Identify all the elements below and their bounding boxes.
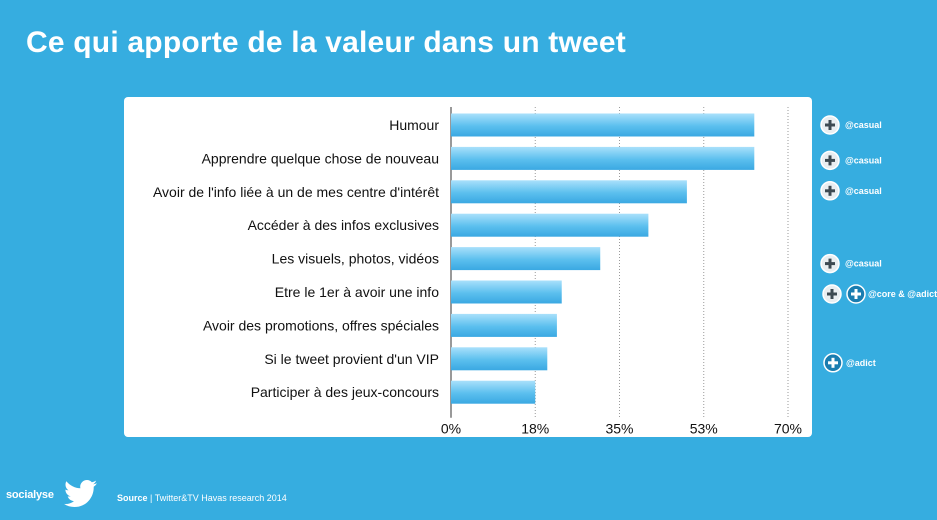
plus-icon: [846, 284, 866, 304]
category-label: Les visuels, photos, vidéos: [272, 251, 439, 267]
category-label: Avoir de l'info liée à un de mes centre …: [153, 184, 439, 200]
category-label: Etre le 1er à avoir une info: [275, 284, 439, 300]
x-tick-label: 53%: [690, 421, 718, 437]
bar-chart: Humour Apprendre quelque chose de nouveau…: [153, 107, 802, 437]
segment-tag-label: @casual: [845, 120, 882, 130]
plus-icon: [820, 253, 840, 274]
chart-title: Ce qui apporte de la valeur dans un twee…: [26, 26, 626, 59]
plus-icon: [820, 150, 840, 171]
category-label: Humour: [389, 117, 439, 133]
twitter-bird-icon: [64, 480, 97, 507]
segment-tag-label: @casual: [845, 259, 882, 269]
bar: [451, 280, 562, 304]
bar: [451, 213, 649, 237]
segment-tag-label: @adict: [846, 358, 876, 368]
plus-icon: [820, 181, 840, 201]
category-label: Avoir des promotions, offres spéciales: [203, 317, 439, 333]
x-tick-label: 35%: [605, 421, 633, 437]
segment-tag-label: @casual: [845, 186, 882, 196]
chart-card: Humour Apprendre quelque chose de nouveau…: [124, 97, 812, 437]
bar: [451, 347, 548, 371]
segment-tag-label: @casual: [845, 155, 882, 165]
bar: [451, 313, 557, 337]
bar: [451, 146, 755, 170]
source-note: Source | Twitter&TV Havas research 2014: [117, 493, 287, 503]
category-label: Si le tweet provient d'un VIP: [264, 351, 439, 367]
bar: [451, 180, 687, 204]
x-tick-label: 18%: [521, 421, 549, 437]
socialyse-logo: socialyse: [6, 489, 54, 501]
bar: [451, 113, 755, 137]
segment-tag-label: @core & @adict: [868, 289, 937, 299]
bar: [451, 380, 536, 404]
category-label: Accéder à des infos exclusives: [248, 217, 439, 233]
bar: [451, 247, 601, 271]
plus-icon: [822, 284, 842, 304]
category-label: Participer à des jeux-concours: [251, 384, 439, 400]
x-tick-label: 0%: [441, 421, 461, 437]
category-label: Apprendre quelque chose de nouveau: [202, 150, 439, 166]
x-tick-label: 70%: [774, 421, 802, 437]
plus-icon: [820, 115, 840, 135]
plus-icon: [823, 353, 843, 373]
